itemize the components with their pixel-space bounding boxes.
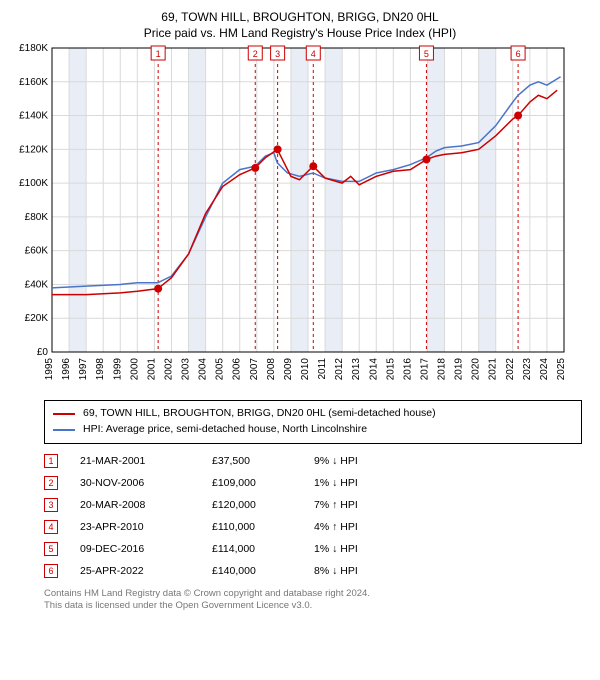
tx-price: £140,000 xyxy=(212,565,292,577)
svg-text:2006: 2006 xyxy=(232,358,243,381)
tx-hpi-delta: 8% ↓ HPI xyxy=(314,565,394,577)
svg-text:2020: 2020 xyxy=(471,358,482,381)
svg-text:2012: 2012 xyxy=(334,358,345,381)
svg-text:2014: 2014 xyxy=(368,358,379,381)
chart-canvas: 1 2 3 4 5 6 £0 £20K £40K £60K £80K £100K £120K £140K £… xyxy=(8,42,568,392)
tx-price: £114,000 xyxy=(212,543,292,555)
tx-date: 30-NOV-2006 xyxy=(80,477,190,489)
footer-line-1: Contains HM Land Registry data © Crown c… xyxy=(44,588,582,600)
svg-text:2025: 2025 xyxy=(556,358,567,381)
svg-text:£140K: £140K xyxy=(19,111,48,122)
tx-index: 4 xyxy=(44,520,58,534)
svg-text:£60K: £60K xyxy=(25,246,49,257)
svg-text:2018: 2018 xyxy=(437,358,448,381)
svg-text:2017: 2017 xyxy=(419,358,430,381)
svg-text:2003: 2003 xyxy=(181,358,192,381)
svg-text:1996: 1996 xyxy=(61,358,72,381)
legend-swatch xyxy=(53,429,75,431)
svg-text:£40K: £40K xyxy=(25,279,49,290)
svg-text:1999: 1999 xyxy=(112,358,123,381)
svg-text:2015: 2015 xyxy=(385,358,396,381)
svg-text:2010: 2010 xyxy=(300,358,311,381)
svg-text:2002: 2002 xyxy=(163,358,174,381)
svg-text:2009: 2009 xyxy=(283,358,294,381)
legend-item: HPI: Average price, semi-detached house,… xyxy=(53,422,573,438)
svg-text:1: 1 xyxy=(156,49,161,59)
transaction-row: 2 30-NOV-2006 £109,000 1% ↓ HPI xyxy=(44,472,582,494)
tx-index: 5 xyxy=(44,542,58,556)
svg-text:2023: 2023 xyxy=(522,358,533,381)
svg-text:2011: 2011 xyxy=(317,358,328,380)
svg-text:2024: 2024 xyxy=(539,358,550,381)
tx-index: 1 xyxy=(44,454,58,468)
svg-text:1995: 1995 xyxy=(44,358,55,381)
svg-text:3: 3 xyxy=(275,49,280,59)
svg-text:1998: 1998 xyxy=(95,358,106,381)
svg-text:6: 6 xyxy=(516,49,521,59)
tx-hpi-delta: 7% ↑ HPI xyxy=(314,499,394,511)
chart-title-2: Price paid vs. HM Land Registry's House … xyxy=(8,26,592,40)
transaction-row: 6 25-APR-2022 £140,000 8% ↓ HPI xyxy=(44,560,582,582)
price-chart: 1 2 3 4 5 6 £0 £20K £40K £60K £80K £100K £120K £140K £… xyxy=(8,42,592,392)
svg-text:2021: 2021 xyxy=(488,358,499,381)
transaction-table: 1 21-MAR-2001 £37,500 9% ↓ HPI 2 30-NOV-2006 £… xyxy=(44,450,582,582)
transaction-row: 1 21-MAR-2001 £37,500 9% ↓ HPI xyxy=(44,450,582,472)
tx-hpi-delta: 9% ↓ HPI xyxy=(314,455,394,467)
svg-text:2: 2 xyxy=(253,49,258,59)
tx-index: 6 xyxy=(44,564,58,578)
transaction-row: 3 20-MAR-2008 £120,000 7% ↑ HPI xyxy=(44,494,582,516)
svg-text:£80K: £80K xyxy=(25,212,49,223)
svg-text:£160K: £160K xyxy=(19,77,48,88)
footer-attribution: Contains HM Land Registry data © Crown c… xyxy=(44,588,582,613)
svg-text:2004: 2004 xyxy=(198,358,209,381)
tx-index: 3 xyxy=(44,498,58,512)
svg-text:2005: 2005 xyxy=(215,358,226,381)
legend-swatch xyxy=(53,413,75,415)
tx-index: 2 xyxy=(44,476,58,490)
tx-hpi-delta: 1% ↓ HPI xyxy=(314,543,394,555)
svg-text:2013: 2013 xyxy=(351,358,362,381)
transaction-row: 5 09-DEC-2016 £114,000 1% ↓ HPI xyxy=(44,538,582,560)
tx-date: 21-MAR-2001 xyxy=(80,455,190,467)
tx-price: £37,500 xyxy=(212,455,292,467)
svg-text:2007: 2007 xyxy=(249,358,260,381)
chart-title-1: 69, TOWN HILL, BROUGHTON, BRIGG, DN20 0H… xyxy=(8,10,592,24)
chart-legend: 69, TOWN HILL, BROUGHTON, BRIGG, DN20 0H… xyxy=(44,400,582,444)
svg-text:£180K: £180K xyxy=(19,43,48,54)
tx-date: 09-DEC-2016 xyxy=(80,543,190,555)
svg-text:£100K: £100K xyxy=(19,178,48,189)
transaction-row: 4 23-APR-2010 £110,000 4% ↑ HPI xyxy=(44,516,582,538)
svg-text:1997: 1997 xyxy=(78,358,89,381)
svg-text:4: 4 xyxy=(311,49,316,59)
tx-price: £120,000 xyxy=(212,499,292,511)
svg-text:2000: 2000 xyxy=(129,358,140,381)
svg-text:2008: 2008 xyxy=(266,358,277,381)
svg-text:2022: 2022 xyxy=(505,358,516,381)
svg-text:£0: £0 xyxy=(37,347,49,358)
tx-price: £109,000 xyxy=(212,477,292,489)
svg-text:£120K: £120K xyxy=(19,144,48,155)
tx-date: 25-APR-2022 xyxy=(80,565,190,577)
tx-hpi-delta: 4% ↑ HPI xyxy=(314,521,394,533)
legend-label: HPI: Average price, semi-detached house,… xyxy=(83,422,367,438)
svg-text:2001: 2001 xyxy=(146,358,157,381)
tx-date: 20-MAR-2008 xyxy=(80,499,190,511)
svg-text:£20K: £20K xyxy=(25,313,49,324)
tx-date: 23-APR-2010 xyxy=(80,521,190,533)
tx-hpi-delta: 1% ↓ HPI xyxy=(314,477,394,489)
svg-text:2016: 2016 xyxy=(402,358,413,381)
legend-label: 69, TOWN HILL, BROUGHTON, BRIGG, DN20 0H… xyxy=(83,406,436,422)
tx-price: £110,000 xyxy=(212,521,292,533)
svg-text:2019: 2019 xyxy=(454,358,465,381)
svg-text:5: 5 xyxy=(424,49,429,59)
footer-line-2: This data is licensed under the Open Gov… xyxy=(44,600,582,612)
legend-item: 69, TOWN HILL, BROUGHTON, BRIGG, DN20 0H… xyxy=(53,406,573,422)
